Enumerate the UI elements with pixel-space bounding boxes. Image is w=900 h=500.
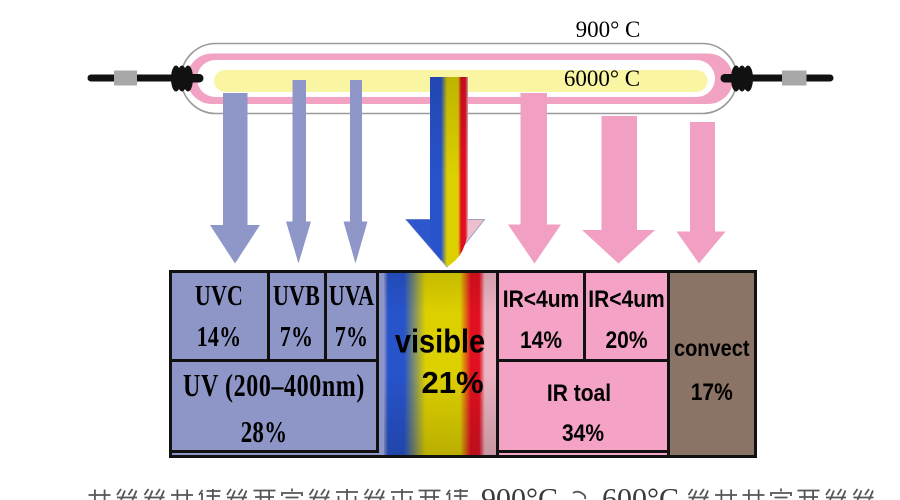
svg-text:600°C: 600°C — [602, 484, 679, 500]
svg-text:900°C: 900°C — [481, 484, 558, 500]
